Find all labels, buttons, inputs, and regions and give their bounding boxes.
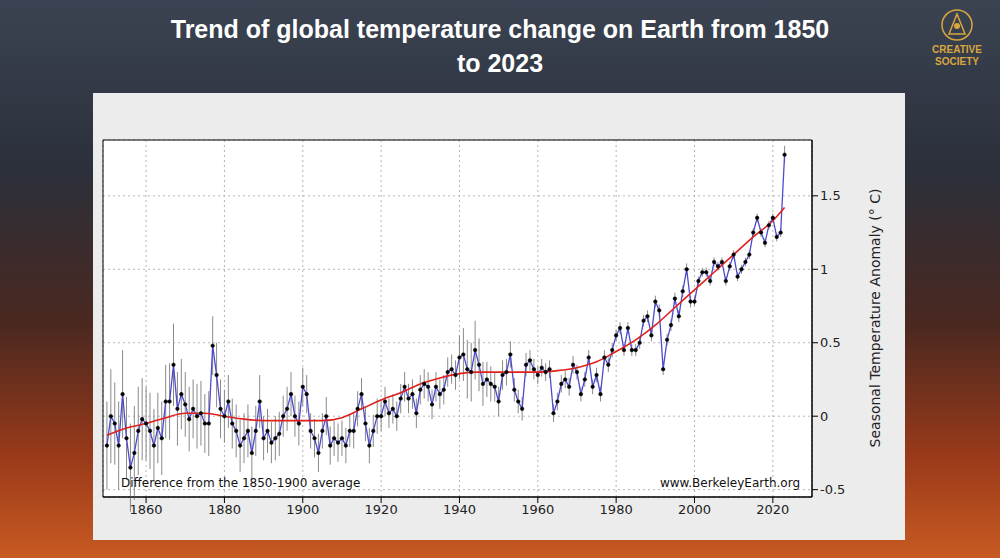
svg-text:1: 1 — [820, 262, 828, 277]
html-text:Seasonal Temperature Anomaly (: Seasonal Temperature Anomaly (° C) — [867, 188, 883, 448]
html-text:Difference from the 1850-1900: Difference from the 1850-1900 average — [121, 476, 361, 490]
svg-text:1900: 1900 — [286, 502, 319, 517]
svg-text:1880: 1880 — [208, 502, 241, 517]
svg-text:-0.5: -0.5 — [820, 482, 845, 497]
html-text:CREATIVE SOCIETY: CREATIVE SOCIETY — [932, 44, 982, 67]
html-text:www.BerkeleyEarth.org: www.BerkeleyEarth.org — [659, 476, 800, 490]
svg-text:1980: 1980 — [600, 502, 633, 517]
svg-text:1860: 1860 — [130, 502, 163, 517]
svg-text:2000: 2000 — [678, 502, 711, 517]
svg-text:0: 0 — [820, 409, 828, 424]
html-text:Trend of global temperature ch: Trend of global temperature change on Ea… — [170, 15, 830, 77]
svg-text:1960: 1960 — [521, 502, 554, 517]
svg-text:1920: 1920 — [365, 502, 398, 517]
svg-text:1.5: 1.5 — [820, 188, 841, 203]
svg-text:2020: 2020 — [756, 502, 789, 517]
svg-text:1940: 1940 — [443, 502, 476, 517]
svg-text:0.5: 0.5 — [820, 335, 841, 350]
